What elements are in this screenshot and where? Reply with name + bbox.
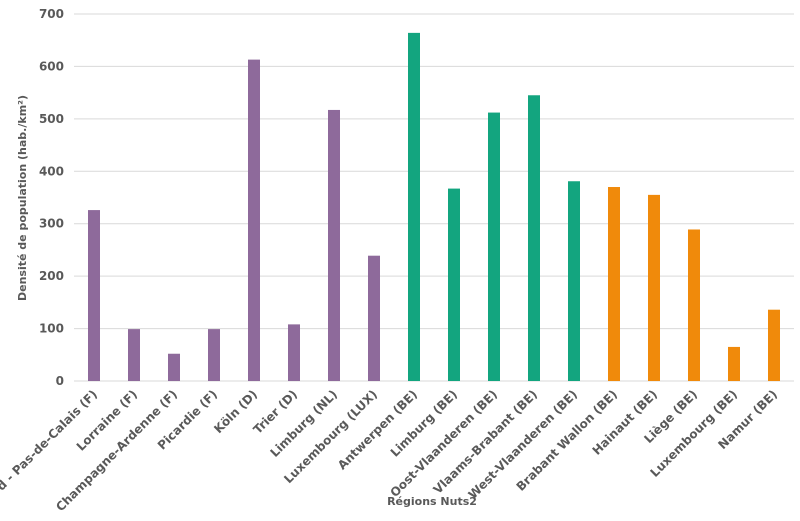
bars (88, 32, 780, 382)
y-axis-title: Densité de population (hab./km²) (16, 95, 29, 301)
y-tick-label: 500 (39, 112, 64, 126)
bar-11 (488, 112, 500, 382)
bar-3 (168, 353, 180, 381)
bar-6 (288, 324, 300, 381)
y-tick-label: 400 (39, 164, 64, 178)
y-tick-label: 300 (39, 217, 64, 231)
bar-17 (728, 346, 740, 381)
bar-18 (768, 309, 780, 381)
bar-15 (648, 194, 660, 381)
bar-16 (688, 229, 700, 381)
bar-10 (448, 188, 460, 381)
y-axis-ticks: 0 100 200 300 400 500 600 700 (39, 7, 64, 388)
bar-1 (88, 210, 100, 381)
y-tick-label: 0 (56, 374, 64, 388)
y-tick-label: 600 (39, 59, 64, 73)
bar-2 (128, 329, 140, 381)
y-tick-label: 200 (39, 269, 64, 283)
y-tick-label: 700 (39, 7, 64, 21)
bar-13 (568, 181, 580, 381)
bar-8 (368, 255, 380, 381)
bar-14 (608, 187, 620, 381)
bar-9 (408, 32, 420, 381)
bar-5 (248, 59, 260, 382)
x-axis-title: Régions Nuts2 (387, 495, 477, 508)
gridlines (74, 13, 794, 382)
y-tick-label: 100 (39, 322, 64, 336)
bar-7 (328, 109, 340, 382)
bar-12 (528, 95, 540, 381)
bar-4 (208, 329, 220, 381)
